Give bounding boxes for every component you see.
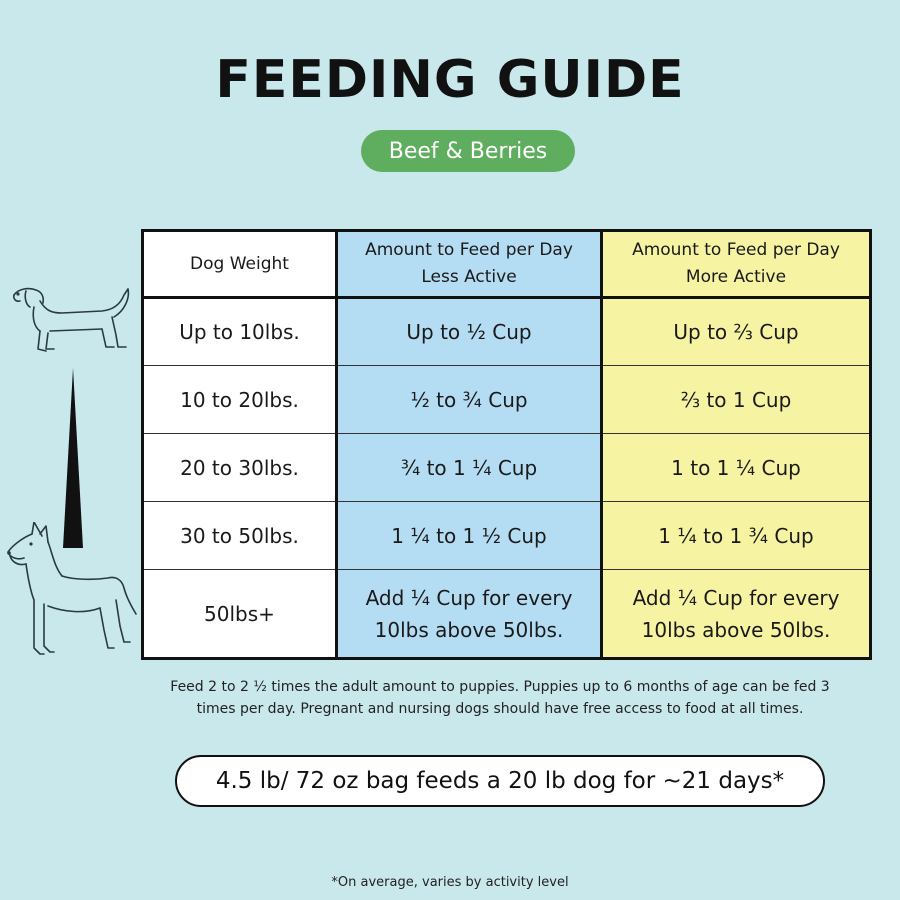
weight-cell: 20 to 30lbs. — [142, 433, 337, 502]
puppy-note: Feed 2 to 2 ½ times the adult amount to … — [170, 676, 830, 720]
size-scale-wedge-icon — [63, 368, 83, 548]
less-active-cell: ¾ to 1 ¼ Cup — [335, 433, 602, 502]
feeding-table: Dog Weight Amount to Feed per Day Less A… — [141, 229, 872, 660]
header-dog-weight: Dog Weight — [142, 230, 337, 299]
more-active-cell: 1 to 1 ¼ Cup — [600, 433, 871, 502]
small-dog-icon — [13, 287, 130, 352]
more-active-line1: Add ¼ Cup for every — [632, 585, 840, 610]
less-active-line2: 10lbs above 50lbs. — [374, 617, 564, 642]
large-dog-icon — [7, 522, 137, 655]
header-less-active-line2: Less Active — [421, 267, 517, 287]
table-header-row: Dog Weight Amount to Feed per Day Less A… — [142, 230, 871, 299]
more-active-cell: ⅔ to 1 Cup — [600, 365, 871, 434]
header-more-active: Amount to Feed per Day More Active — [600, 230, 871, 299]
weight-cell: 30 to 50lbs. — [142, 501, 337, 570]
table-row: 50lbs+ Add ¼ Cup for every 10lbs above 5… — [142, 569, 871, 659]
table-row: 30 to 50lbs. 1 ¼ to 1 ½ Cup 1 ¼ to 1 ¾ C… — [142, 501, 871, 570]
weight-cell: 10 to 20lbs. — [142, 365, 337, 434]
less-active-cell: Up to ½ Cup — [335, 297, 602, 366]
page-title: FEEDING GUIDE — [215, 50, 685, 110]
less-active-cell: 1 ¼ to 1 ½ Cup — [335, 501, 602, 570]
more-active-cell: Up to ⅔ Cup — [600, 297, 871, 366]
table-row: 10 to 20lbs. ½ to ¾ Cup ⅔ to 1 Cup — [142, 365, 871, 434]
puppy-note-line1: Feed 2 to 2 ½ times the adult amount to … — [170, 679, 830, 695]
less-active-line1: Add ¼ Cup for every — [365, 585, 573, 610]
header-less-active-line1: Amount to Feed per Day — [365, 240, 573, 260]
less-active-cell: Add ¼ Cup for every 10lbs above 50lbs. — [335, 569, 602, 659]
weight-cell: 50lbs+ — [142, 569, 337, 659]
table-row: Up to 10lbs. Up to ½ Cup Up to ⅔ Cup — [142, 297, 871, 366]
footnote: *On average, varies by activity level — [331, 875, 569, 890]
header-more-active-line2: More Active — [685, 267, 787, 287]
header-less-active: Amount to Feed per Day Less Active — [335, 230, 602, 299]
bag-info-pill: 4.5 lb/ 72 oz bag feeds a 20 lb dog for … — [175, 755, 825, 807]
puppy-note-line2: times per day. Pregnant and nursing dogs… — [196, 701, 804, 717]
header-more-active-line1: Amount to Feed per Day — [632, 240, 840, 260]
flavor-badge: Beef & Berries — [361, 130, 575, 172]
table-row: 20 to 30lbs. ¾ to 1 ¼ Cup 1 to 1 ¼ Cup — [142, 433, 871, 502]
weight-cell: Up to 10lbs. — [142, 297, 337, 366]
more-active-cell: 1 ¼ to 1 ¾ Cup — [600, 501, 871, 570]
less-active-cell: ½ to ¾ Cup — [335, 365, 602, 434]
more-active-cell: Add ¼ Cup for every 10lbs above 50lbs. — [600, 569, 871, 659]
more-active-line2: 10lbs above 50lbs. — [641, 617, 831, 642]
